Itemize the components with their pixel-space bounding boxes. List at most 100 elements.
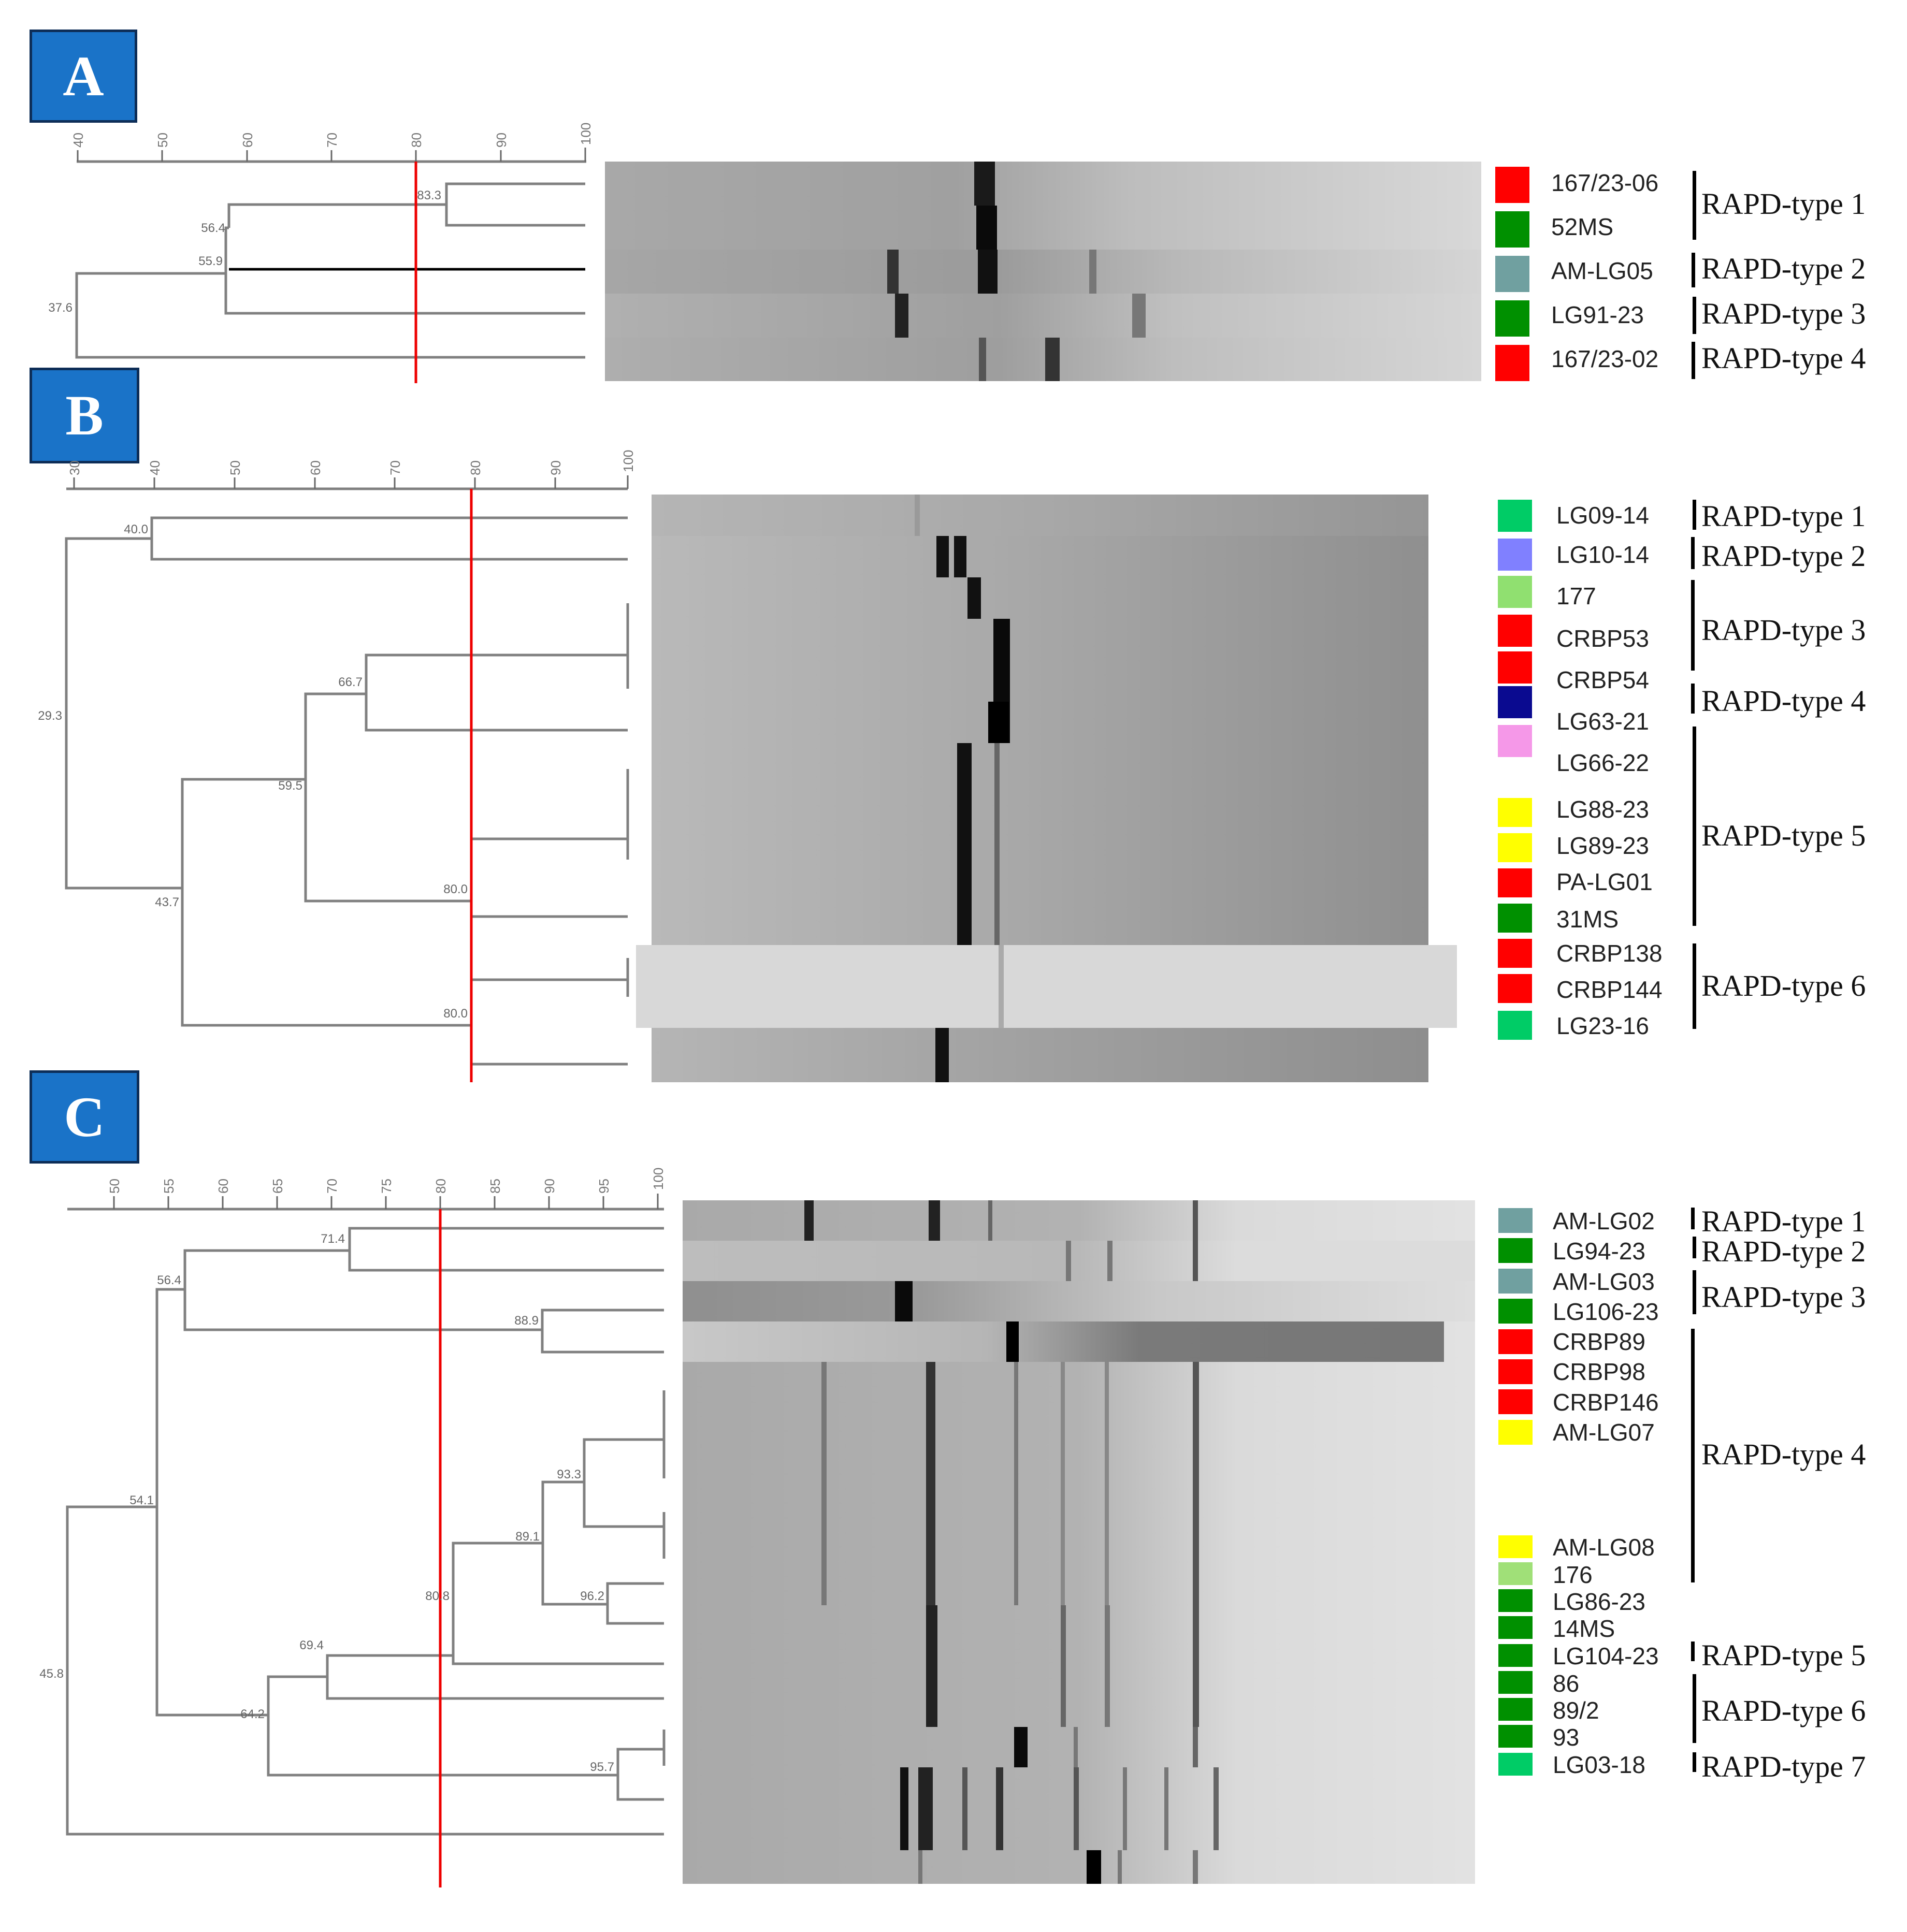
group-bracket: [1693, 1674, 1696, 1743]
strain-swatch: [1498, 651, 1532, 684]
group-bracket: [1691, 580, 1695, 671]
panel-a-gel-image: [605, 162, 1481, 381]
strain-swatch: [1495, 167, 1529, 203]
group-bracket: [1693, 727, 1696, 926]
tick-label: 50: [155, 133, 170, 148]
strain-label: CRBP98: [1553, 1358, 1645, 1385]
group-bracket: [1692, 253, 1695, 287]
group-bracket: [1693, 1237, 1696, 1258]
strain-swatch: [1498, 686, 1532, 718]
panel-b-axis-ticks: [73, 475, 629, 489]
strain-label: LG63-21: [1556, 708, 1650, 735]
group-bracket: [1691, 1329, 1695, 1582]
tick-label: 50: [227, 460, 243, 475]
rapd-type-label: RAPD-type 4: [1701, 684, 1866, 718]
node-label: 96.2: [580, 1589, 604, 1603]
rapd-type-label: RAPD-type 2: [1701, 1234, 1866, 1268]
rapd-type-label: RAPD-type 3: [1701, 1280, 1866, 1314]
strain-swatch: [1495, 300, 1529, 337]
strain-label: CRBP146: [1553, 1389, 1659, 1416]
tick-label: 85: [487, 1179, 503, 1194]
strain-label: 93: [1553, 1724, 1580, 1751]
tick-label: 65: [270, 1179, 285, 1194]
strain-label: CRBP144: [1556, 976, 1663, 1003]
tick-label: 40: [70, 133, 86, 148]
tick-label: 90: [494, 133, 509, 148]
tick-label: 80: [433, 1179, 449, 1194]
tick-label: 80: [409, 133, 424, 148]
group-bracket: [1691, 1642, 1695, 1661]
strain-label: AM-LG05: [1551, 257, 1653, 284]
strain-label: AM-LG03: [1553, 1268, 1655, 1295]
strain-label: LG66-22: [1556, 749, 1650, 776]
strain-swatch: [1498, 725, 1532, 757]
node-label: 69.4: [299, 1638, 324, 1652]
strain-swatch: [1498, 1208, 1533, 1233]
strain-swatch: [1498, 868, 1532, 897]
group-bracket: [1693, 171, 1696, 240]
panel-c-node-labels: 71.4 56.4 88.9 54.1 93.3 89.1 80.8 96.2 …: [39, 1232, 614, 1774]
tick-label: 50: [107, 1179, 122, 1194]
node-label: 54.1: [129, 1493, 154, 1507]
panel-a-label: A: [63, 44, 104, 108]
node-label: 71.4: [321, 1232, 345, 1246]
strain-swatch: [1498, 1753, 1533, 1776]
rapd-type-label: RAPD-type 6: [1701, 1694, 1866, 1727]
rapd-type-label: RAPD-type 1: [1701, 187, 1866, 221]
group-bracket: [1692, 342, 1695, 379]
strain-swatch: [1498, 1238, 1533, 1263]
panel-b-tick-labels: 30 40 50 60 70 80 90 100: [67, 450, 636, 475]
tick-label: 75: [379, 1179, 394, 1194]
node-label: 56.4: [201, 221, 225, 235]
strain-swatch: [1498, 939, 1532, 968]
panel-b-dendrogram: [65, 487, 629, 1066]
panel-c-label: C: [64, 1085, 105, 1149]
strain-swatch: [1498, 1329, 1533, 1354]
strain-label: 177: [1556, 583, 1596, 609]
strain-swatch: [1498, 833, 1532, 862]
strain-label: AM-LG02: [1553, 1208, 1655, 1234]
tick-label: 80: [468, 460, 483, 475]
strain-swatch: [1498, 798, 1532, 827]
strain-swatch: [1498, 974, 1532, 1003]
node-label: 88.9: [514, 1314, 539, 1328]
strain-swatch: [1498, 1359, 1533, 1384]
panel-b-node-labels: 40.0 29.3 66.7 59.5 80.0 43.7 80.0: [38, 522, 468, 1021]
strain-swatch: [1498, 1011, 1532, 1040]
group-bracket: [1693, 1752, 1696, 1772]
node-label: 37.6: [48, 301, 73, 315]
panel-a-node-labels: 83.3 56.4 55.9 37.6: [48, 188, 441, 315]
strain-swatch: [1498, 539, 1532, 571]
rapd-type-label: RAPD-type 5: [1701, 819, 1866, 852]
strain-swatch: [1498, 576, 1532, 608]
strain-label: 89/2: [1553, 1697, 1599, 1724]
panel-c-gel-image: [683, 1200, 1475, 1884]
tick-label: 55: [161, 1179, 177, 1194]
rapd-type-label: RAPD-type 6: [1701, 969, 1866, 1003]
node-label: 40.0: [124, 522, 148, 536]
panel-c-tick-labels: 50 55 60 65 70 75 80 85 90 95 100: [107, 1168, 666, 1194]
strain-swatch: [1498, 1616, 1533, 1639]
rapd-type-label: RAPD-type 3: [1701, 297, 1866, 330]
strain-label: AM-LG07: [1553, 1419, 1655, 1446]
tick-label: 40: [147, 460, 163, 475]
tick-label: 90: [548, 460, 564, 475]
panel-c-axis-ticks: [113, 1194, 659, 1209]
node-label: 80.8: [425, 1589, 450, 1603]
strain-label: LG106-23: [1553, 1298, 1659, 1325]
strain-label: CRBP54: [1556, 666, 1649, 693]
rapd-type-label: RAPD-type 1: [1701, 1204, 1866, 1238]
strain-label: 31MS: [1556, 906, 1619, 933]
group-bracket: [1691, 537, 1695, 569]
strain-label: CRBP89: [1553, 1328, 1645, 1355]
tick-label: 95: [596, 1179, 612, 1194]
strain-swatch: [1498, 1299, 1533, 1324]
panel-a-badge: A: [30, 30, 137, 123]
panel-b-label: B: [65, 384, 104, 447]
rapd-type-label: RAPD-type 5: [1701, 1638, 1866, 1672]
tick-label: 60: [308, 460, 323, 475]
panel-b-badge: B: [30, 368, 139, 463]
strain-label: 86: [1553, 1670, 1580, 1697]
strain-label: 167/23-06: [1551, 169, 1659, 196]
panel-c-badge: C: [30, 1070, 139, 1164]
